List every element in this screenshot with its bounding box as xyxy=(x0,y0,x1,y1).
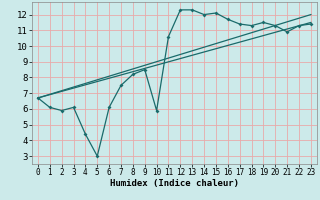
X-axis label: Humidex (Indice chaleur): Humidex (Indice chaleur) xyxy=(110,179,239,188)
